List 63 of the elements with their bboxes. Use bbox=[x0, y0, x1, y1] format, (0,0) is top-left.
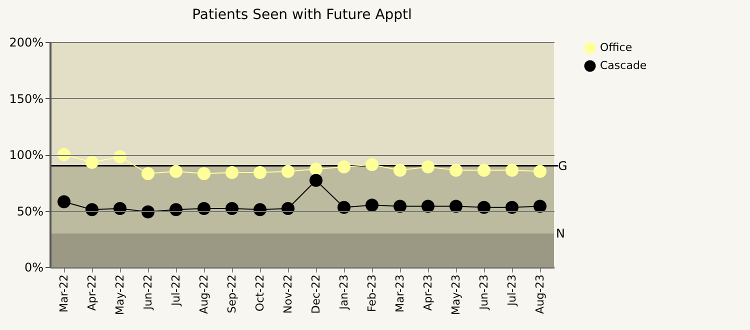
x-tick-label: Jun-23 bbox=[478, 274, 490, 311]
point bbox=[421, 160, 435, 174]
point bbox=[505, 164, 519, 177]
x-tick-label: Oct-22 bbox=[254, 274, 266, 312]
x-tick-label: Apr-22 bbox=[86, 274, 98, 311]
point bbox=[141, 167, 155, 180]
point bbox=[337, 160, 351, 174]
point bbox=[253, 166, 267, 180]
x-tick-label: Jul-23 bbox=[506, 274, 518, 307]
x-tick-label: Apr-23 bbox=[422, 274, 434, 311]
point bbox=[113, 202, 127, 216]
ref-line-label: G bbox=[558, 158, 568, 173]
band-label: N bbox=[556, 226, 565, 240]
x-tick-label: Jan-23 bbox=[338, 274, 350, 310]
x-tick-label: Aug-22 bbox=[198, 274, 210, 314]
point bbox=[365, 198, 379, 212]
y-tick-label: 150% bbox=[9, 92, 44, 106]
point bbox=[309, 162, 323, 176]
legend-label: Cascade bbox=[600, 59, 647, 72]
y-tick-label: 200% bbox=[9, 36, 44, 50]
point bbox=[225, 202, 239, 216]
point bbox=[449, 200, 463, 213]
point bbox=[421, 200, 435, 213]
point bbox=[141, 205, 155, 218]
point bbox=[477, 164, 491, 177]
x-tick-label: Sep-22 bbox=[226, 274, 238, 314]
chart-title: Patients Seen with Future Apptl bbox=[192, 7, 412, 23]
point bbox=[85, 203, 99, 216]
x-tick-label: Nov-22 bbox=[282, 274, 294, 314]
point bbox=[281, 164, 295, 178]
point bbox=[477, 200, 491, 214]
y-tick-label: 0% bbox=[24, 260, 44, 274]
point bbox=[505, 200, 519, 214]
point bbox=[393, 200, 407, 213]
point bbox=[309, 174, 323, 187]
legend-label: Office bbox=[600, 41, 632, 54]
point bbox=[337, 200, 351, 214]
point bbox=[365, 158, 379, 172]
point bbox=[393, 164, 407, 177]
point bbox=[533, 164, 547, 178]
y-tick-label: 50% bbox=[16, 204, 44, 218]
point bbox=[169, 203, 183, 216]
point bbox=[169, 164, 183, 178]
x-tick-label: Aug-23 bbox=[534, 274, 546, 314]
point bbox=[281, 202, 295, 216]
point bbox=[253, 203, 267, 216]
point bbox=[225, 166, 239, 180]
point bbox=[197, 167, 211, 180]
x-tick-label: May-23 bbox=[450, 274, 462, 316]
x-tick-label: Jul-22 bbox=[170, 274, 182, 307]
x-tick-label: Jun-22 bbox=[142, 274, 154, 311]
x-tick-label: Dec-22 bbox=[310, 274, 322, 314]
y-tick-label: 100% bbox=[9, 148, 44, 162]
x-tick-label: Feb-23 bbox=[366, 274, 378, 312]
x-tick-label: Mar-22 bbox=[58, 274, 70, 313]
point bbox=[57, 148, 71, 162]
point bbox=[533, 200, 547, 213]
point bbox=[85, 156, 99, 169]
x-tick-label: Mar-23 bbox=[394, 274, 406, 313]
point bbox=[57, 195, 71, 208]
point bbox=[197, 202, 211, 216]
x-tick-label: May-22 bbox=[114, 274, 126, 316]
point bbox=[449, 164, 463, 177]
